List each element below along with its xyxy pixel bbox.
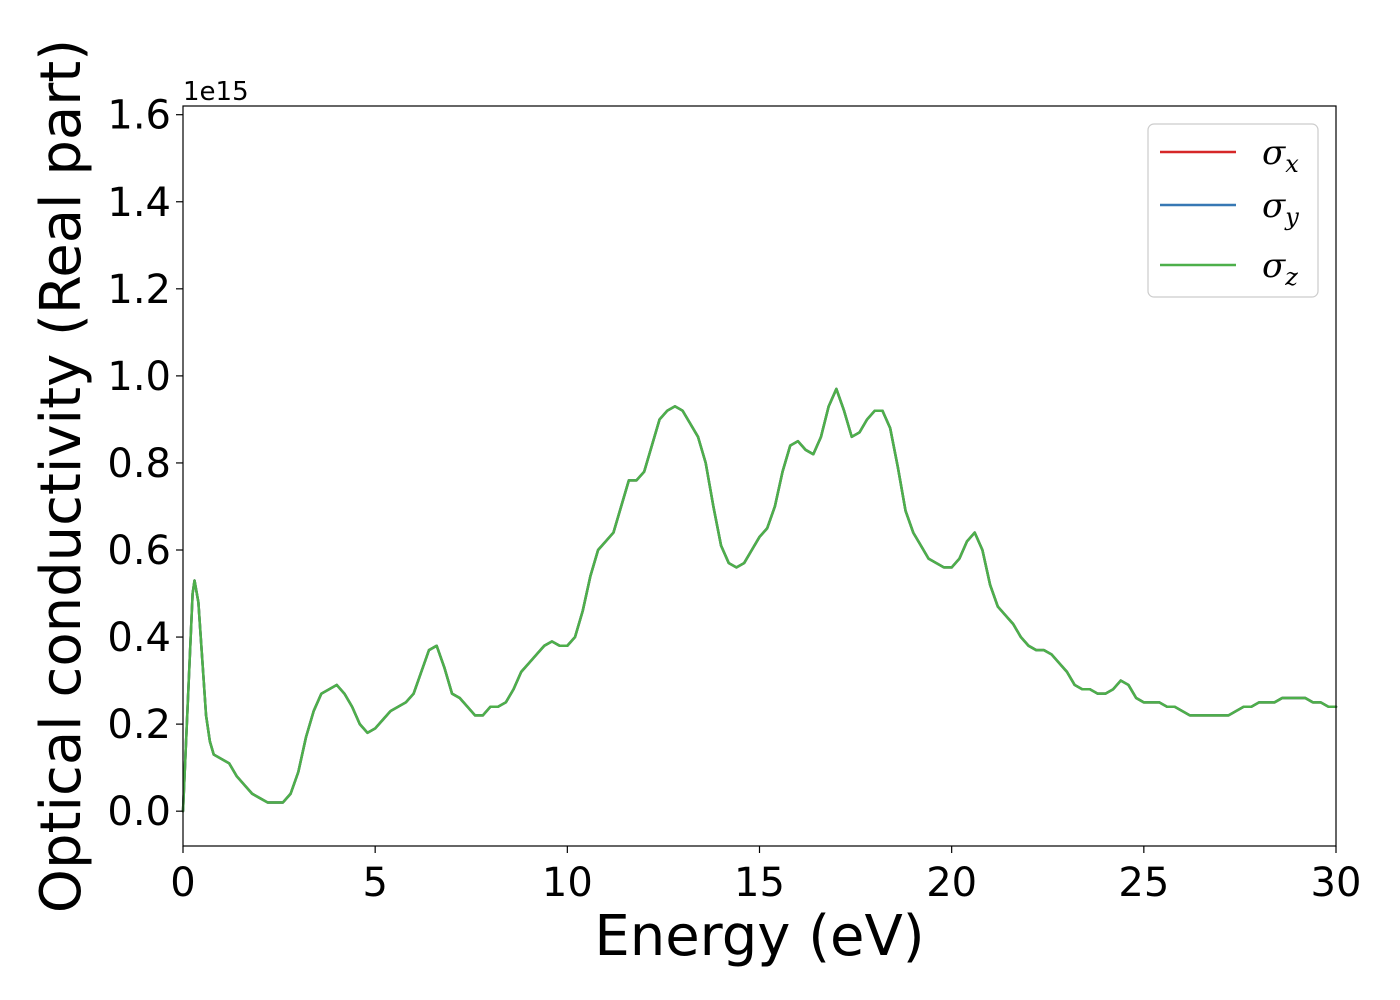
legend-label-2: σz — [1262, 246, 1298, 291]
series-layer — [181, 387, 1338, 813]
x-tick-label: 20 — [926, 860, 977, 906]
y-tick-label: 1.0 — [107, 354, 171, 400]
x-tick-label: 15 — [734, 860, 785, 906]
y-tick-label: 1.4 — [107, 180, 171, 226]
y-tick-label: 0.0 — [107, 789, 171, 835]
x-tick-label: 25 — [1118, 860, 1169, 906]
y-axis: 0.0 0.2 0.4 0.6 0.8 1.0 1.2 1.4 1.6 — [107, 93, 183, 835]
legend-label-0: σx — [1262, 133, 1299, 178]
y-tick-label: 0.8 — [107, 441, 171, 487]
legend-label-1: σy — [1262, 186, 1299, 231]
x-tick-label: 0 — [170, 860, 195, 906]
y-axis-label: Optical conductivity (Real part) — [29, 39, 94, 913]
x-axis-label: Energy (eV) — [594, 904, 924, 969]
y-tick-label: 1.6 — [107, 93, 171, 139]
x-tick-label: 10 — [542, 860, 593, 906]
legend-entries: σx σy σz — [1160, 133, 1299, 291]
x-tick-label: 30 — [1311, 860, 1362, 906]
legend-box — [1147, 123, 1319, 298]
series-line-2 — [181, 387, 1338, 813]
y-tick-label: 1.2 — [107, 267, 171, 313]
y-tick-label: 0.6 — [107, 528, 171, 574]
legend: σx σy σz — [1147, 123, 1319, 298]
y-tick-label: 0.4 — [107, 615, 171, 661]
x-axis: 0 5 10 15 20 25 30 — [170, 846, 1361, 906]
x-tick-label: 5 — [362, 860, 387, 906]
y-offset-label: 1e15 — [183, 77, 249, 107]
y-tick-label: 0.2 — [107, 702, 171, 748]
